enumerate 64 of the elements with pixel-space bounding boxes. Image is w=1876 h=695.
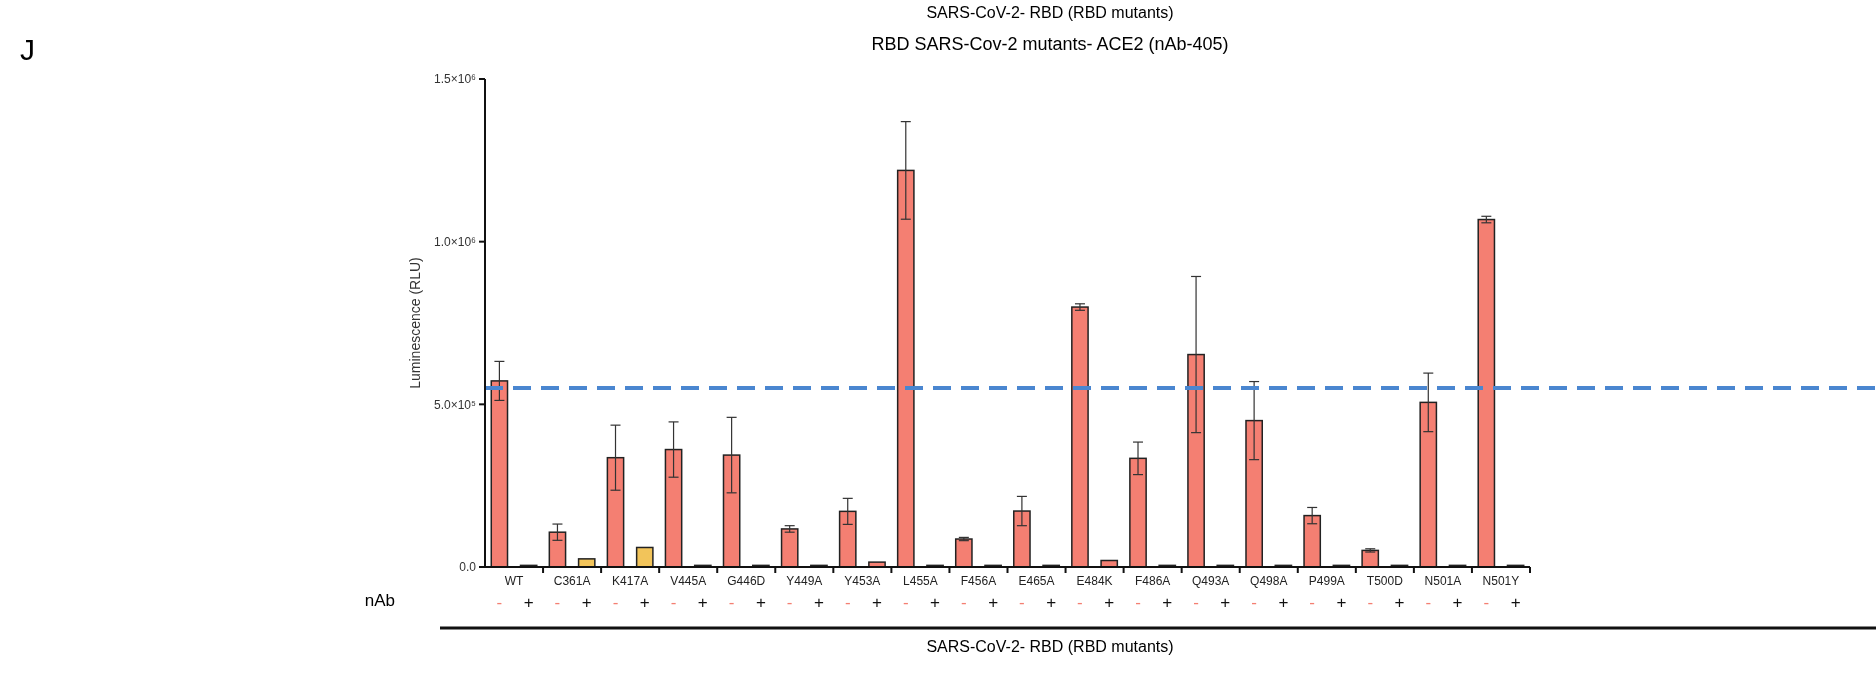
text: + (1046, 593, 1057, 612)
y-tick-label: 1.0×10⁶ (434, 234, 477, 249)
text: - (554, 593, 561, 612)
x-tick-label: P499A (1308, 574, 1345, 588)
text: + (1394, 593, 1405, 612)
text: - (1483, 593, 1490, 612)
text: + (581, 593, 592, 612)
y-axis-title: Luminescence (RLU) (407, 257, 423, 389)
x-tick-label: WT (504, 574, 525, 588)
text: + (872, 593, 882, 612)
text: + (639, 593, 650, 612)
text: + (697, 593, 708, 612)
text: - (786, 593, 793, 612)
text: J (20, 33, 35, 66)
text: - (1425, 593, 1432, 612)
text: - (612, 593, 619, 612)
text: + (1220, 593, 1231, 612)
x-tick-label: N501A (1424, 574, 1462, 588)
text: - (1019, 593, 1025, 612)
text: - (1077, 593, 1083, 612)
x-tick-label: Q493A (1192, 574, 1230, 588)
x-tick-label: N501Y (1482, 574, 1520, 588)
text: + (1104, 593, 1115, 612)
text: + (813, 593, 824, 612)
text: + (1162, 593, 1173, 612)
text: + (1278, 593, 1289, 612)
x-tick-label: L455A (903, 574, 938, 588)
x-tick-label: G446D (727, 574, 766, 588)
x-tick-label: E484K (1076, 574, 1113, 588)
text: - (844, 593, 851, 612)
x-tick-label: T500D (1366, 574, 1404, 588)
text: + (1452, 593, 1463, 612)
x-tick-label: F486A (1134, 574, 1171, 588)
text: + (930, 593, 941, 612)
text: + (1336, 593, 1347, 612)
text: + (1510, 593, 1521, 612)
text: - (1367, 593, 1374, 612)
text: - (902, 593, 909, 612)
text: + (988, 593, 999, 612)
series-label: - (496, 593, 503, 612)
text: - (728, 593, 735, 612)
text: - (961, 593, 967, 612)
text: SARS-CoV-2- RBD (RBD mutants) (926, 4, 1174, 21)
x-axis-title: SARS-CoV-2- RBD (RBD mutants) (926, 638, 1174, 655)
x-tick-label: K417A (612, 574, 649, 588)
y-tick-label: 1.5×10⁶ (434, 72, 477, 87)
y-tick-label: 5.0×10⁵ (433, 397, 477, 412)
text: - (1251, 593, 1257, 612)
series-label: + (523, 593, 534, 612)
chart-title: RBD SARS-Cov-2 mutants- ACE2 (nAb-405) (871, 34, 1229, 54)
text: - (670, 593, 677, 612)
text: - (1135, 593, 1141, 612)
text: - (1193, 593, 1199, 612)
y-tick-label: 0.0 (459, 560, 477, 575)
x-tick-label: F456A (960, 574, 997, 588)
legend-title: nAb (364, 591, 395, 610)
x-tick-label: V445A (670, 574, 707, 588)
x-tick-label: Y449A (786, 574, 823, 588)
x-tick-label: C361A (553, 574, 591, 588)
x-tick-label: Y453A (844, 574, 881, 588)
text: - (1309, 593, 1316, 612)
text: + (755, 593, 766, 612)
x-tick-label: E465A (1018, 574, 1055, 588)
x-tick-label: Q498A (1250, 574, 1288, 588)
